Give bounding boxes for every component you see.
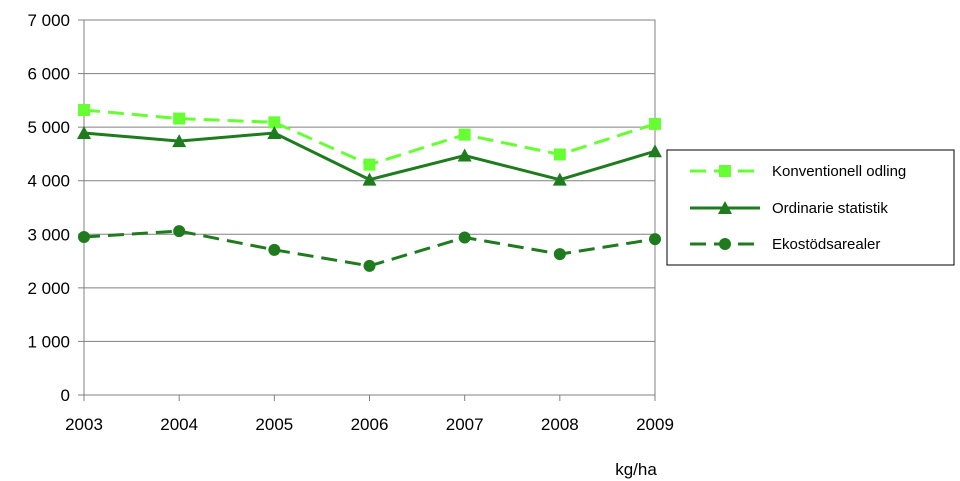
plot-area-frame	[83, 19, 656, 396]
series-2	[77, 126, 662, 186]
data-point-circle	[458, 231, 471, 244]
legend-item: Konventionell odling	[690, 163, 906, 180]
y-axis-tick-labels: 0 1 000 2 000 3 000 4 000 5 000 6 000 7 000	[27, 11, 70, 405]
x-tick-label: 2008	[541, 415, 579, 434]
data-point-circle	[553, 248, 566, 261]
x-tick-label: 2004	[160, 415, 198, 434]
series-1	[78, 104, 661, 171]
data-point-triangle	[362, 172, 377, 186]
legend-marker-square	[719, 165, 731, 177]
legend-item: Ekostödsarealer	[690, 236, 880, 253]
x-axis-tick-labels: 2003 2004 2005 2006 2007 2008 2009	[65, 415, 674, 434]
series-line	[83, 108, 656, 167]
legend-label: Konventionell odling	[772, 163, 906, 180]
y-tick-label: 0	[61, 386, 70, 405]
x-tick-label: 2006	[351, 415, 389, 434]
data-point-square	[173, 112, 186, 125]
y-tick-label: 4 000	[27, 172, 70, 191]
data-point-triangle	[457, 148, 472, 162]
data-point-triangle	[552, 172, 567, 186]
series-group	[77, 104, 662, 272]
unit-label: kg/ha	[615, 460, 657, 479]
data-point-square	[363, 158, 376, 171]
x-tick-label: 2005	[255, 415, 293, 434]
series-3	[78, 225, 661, 272]
data-point-triangle	[648, 144, 662, 158]
data-point-circle	[649, 233, 661, 246]
data-point-triangle	[77, 126, 91, 140]
y-tick-label: 7 000	[27, 11, 70, 30]
y-tick-label: 5 000	[27, 118, 70, 137]
data-point-circle	[173, 225, 186, 238]
legend: Konventionell odling Ordinarie statistik E…	[666, 149, 955, 266]
y-tick-label: 6 000	[27, 65, 70, 84]
legend-marker-triangle	[718, 201, 732, 214]
y-tick-label: 2 000	[27, 279, 70, 298]
data-point-square	[649, 117, 661, 130]
data-point-circle	[363, 259, 376, 272]
data-point-triangle	[267, 126, 282, 140]
data-point-square	[268, 116, 281, 129]
data-point-triangle	[172, 134, 187, 148]
legend-label: Ordinarie statistik	[772, 200, 888, 217]
legend-item: Ordinarie statistik	[690, 200, 888, 217]
legend-label: Ekostödsarealer	[772, 236, 880, 253]
gridlines	[78, 19, 656, 401]
x-tick-label: 2003	[65, 415, 103, 434]
data-point-circle	[78, 230, 90, 243]
x-tick-label: 2009	[636, 415, 674, 434]
data-point-square	[458, 128, 471, 141]
data-point-circle	[268, 243, 281, 256]
data-point-square	[553, 148, 566, 161]
y-tick-label: 1 000	[27, 332, 70, 351]
y-tick-label: 3 000	[27, 225, 70, 244]
legend-marker-circle	[719, 238, 731, 250]
data-point-square	[78, 104, 90, 116]
x-tick-label: 2007	[446, 415, 484, 434]
